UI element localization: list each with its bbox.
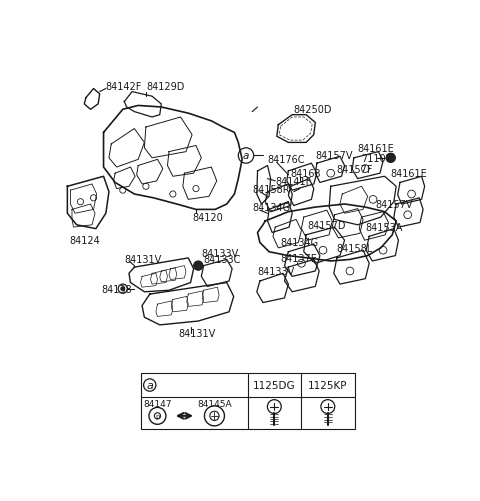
Circle shape [193,262,203,271]
Text: 84157F: 84157F [337,164,373,174]
Text: 84138: 84138 [101,284,132,294]
Text: 84250D: 84250D [294,105,332,115]
Text: 84161E: 84161E [391,169,428,179]
Text: 84158L: 84158L [337,243,373,254]
Text: 84153A: 84153A [365,222,403,232]
Text: 1125DG: 1125DG [253,380,296,390]
Text: 84142F: 84142F [106,82,142,92]
Circle shape [121,287,125,291]
Text: 84161E: 84161E [358,143,395,153]
Text: 84145A: 84145A [197,399,232,408]
Text: 84158R: 84158R [252,184,290,194]
Text: 84129D: 84129D [146,82,184,92]
Text: a: a [243,151,249,161]
Text: 84134G: 84134G [281,238,319,248]
Text: 84147: 84147 [143,399,172,408]
Text: 84131V: 84131V [178,328,216,338]
Circle shape [386,154,396,163]
Text: 84134G: 84134G [252,203,290,212]
Text: 84124: 84124 [69,235,100,245]
Text: 84157D: 84157D [308,220,346,230]
Text: 84176C: 84176C [267,155,305,165]
Bar [141,374,355,429]
Text: 84163: 84163 [291,169,321,179]
Text: a: a [146,380,153,390]
Text: 84157V: 84157V [315,151,353,161]
Text: p: p [155,413,160,419]
Text: 84141F: 84141F [275,176,312,186]
Text: 1125KP: 1125KP [308,380,348,390]
Text: 84133V: 84133V [258,267,295,277]
Text: 84133V: 84133V [201,249,239,259]
Text: 84131V: 84131V [124,255,162,265]
Text: 84157V: 84157V [375,199,413,209]
Text: 84133C: 84133C [204,255,241,265]
Text: 84137E: 84137E [281,254,318,264]
Text: 84120: 84120 [192,212,223,222]
Text: 71107: 71107 [361,153,392,163]
